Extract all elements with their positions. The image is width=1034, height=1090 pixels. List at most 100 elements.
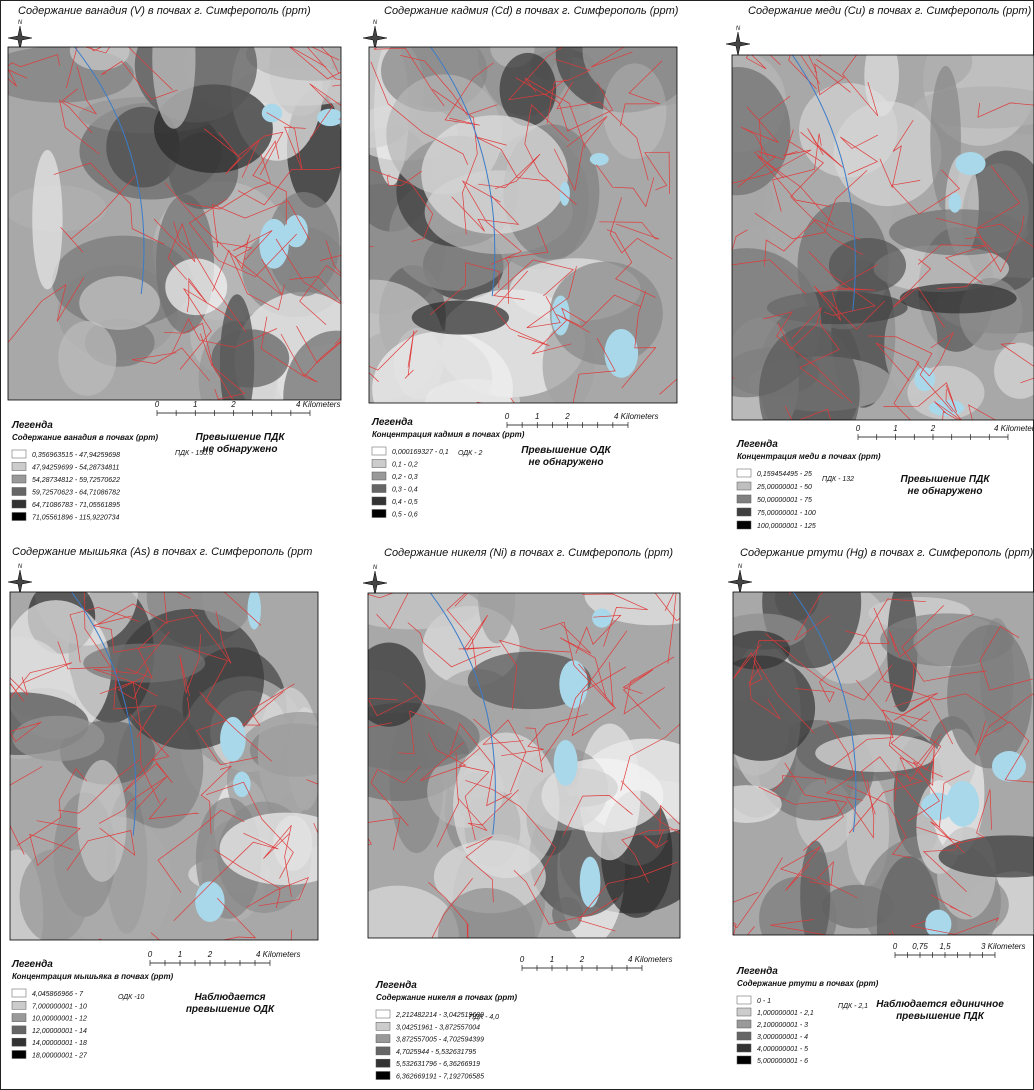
- scale-label: 4 Kilometers: [614, 412, 658, 421]
- legend-label: 54,28734812 - 59,72570622: [32, 477, 120, 484]
- legend-label: 0,4 - 0,5: [392, 499, 418, 506]
- map-body: [0, 0, 399, 465]
- north-label: N: [18, 564, 23, 570]
- legend-label: 5,000000001 - 6: [757, 1058, 808, 1065]
- concentration-zone: [453, 733, 559, 879]
- map-title: Содержание кадмия (Cd) в почвах г. Симфе…: [384, 5, 679, 17]
- legend-label: 75,00000001 - 100: [757, 510, 816, 517]
- map-sheet: Содержание ванадия (V) в почвах г. Симфе…: [0, 0, 1034, 1090]
- scale-label: 1,5: [939, 942, 951, 951]
- legend-swatch: [376, 1072, 390, 1080]
- conclusion-note: Наблюдается: [194, 991, 265, 1003]
- legend-label: 18,00000001 - 27: [32, 1053, 88, 1060]
- legend-swatch: [737, 469, 751, 477]
- scale-label: 4 Kilometers: [256, 950, 300, 959]
- legend-label: 100,0000001 - 125: [757, 523, 816, 530]
- water-body: [259, 219, 289, 269]
- limit-label: ОДК - 2: [458, 450, 482, 457]
- scale-label: 3 Kilometers: [981, 942, 1025, 951]
- conclusion-note: не обнаружено: [529, 456, 604, 468]
- water-body: [992, 751, 1026, 782]
- legend-label: 4,045866966 - 7: [32, 991, 84, 998]
- legend-label: 2,100000001 - 3: [756, 1022, 808, 1029]
- scale-label: 1: [893, 424, 897, 433]
- legend-label: 0,159454495 - 25: [757, 471, 812, 478]
- legend-swatch: [12, 1026, 26, 1034]
- legend-label: 1,000000001 - 2,1: [757, 1010, 814, 1017]
- limit-label: ПДК - 2,1: [838, 1003, 868, 1010]
- conclusion-note: превышение ОДК: [186, 1004, 275, 1015]
- legend-label: 6,362669191 - 7,192706585: [396, 1074, 484, 1081]
- legend-swatch: [376, 1022, 390, 1030]
- conclusion-note: не обнаружено: [908, 485, 983, 497]
- concentration-zone: [58, 321, 116, 396]
- legend-swatch: [12, 463, 26, 471]
- legend-label: 0,3 - 0,4: [392, 487, 418, 494]
- scale-label: 2: [230, 400, 236, 409]
- concentration-zone: [833, 101, 941, 206]
- scale-label: 0: [505, 412, 510, 421]
- map-title: Содержание мышьяка (As) в почвах г. Симф…: [12, 546, 312, 558]
- legend-swatch: [372, 485, 386, 493]
- legend-swatch: [376, 1047, 390, 1055]
- scale-label: 1: [178, 950, 182, 959]
- legend-label: 14,00000001 - 18: [32, 1040, 87, 1047]
- map-title: Содержание ртути (Hg) в почвах г. Симфер…: [740, 547, 1034, 559]
- water-body: [925, 910, 951, 939]
- water-body: [220, 717, 246, 761]
- legend-heading: Содержание ртути в почвах (ppm): [737, 979, 879, 988]
- water-body: [590, 153, 609, 165]
- legend-label: 0,2 - 0,3: [392, 474, 418, 481]
- legend-heading: Концентрация меди в почвах (ppm): [737, 452, 881, 461]
- scale-label: 0: [893, 942, 898, 951]
- conclusion-note: Наблюдается единичное: [876, 998, 1004, 1010]
- legend-title: Легенда: [736, 966, 778, 977]
- legend-label: 4,7025944 - 5,532631795: [396, 1049, 476, 1056]
- legend-swatch: [737, 482, 751, 490]
- legend-label: 3,000000001 - 4: [757, 1034, 808, 1041]
- legend-label: 0,1 - 0,2: [392, 462, 418, 469]
- legend-swatch: [737, 1044, 751, 1052]
- conclusion-note: Превышение ПДК: [196, 432, 286, 443]
- legend-title: Легенда: [11, 959, 53, 970]
- legend-label: 0,356963515 - 47,94259698: [32, 452, 120, 459]
- legend-swatch: [12, 488, 26, 496]
- legend-label: 50,00000001 - 75: [757, 497, 812, 504]
- map-title: Содержание меди (Cu) в почвах г. Симферо…: [748, 5, 1032, 17]
- water-body: [284, 215, 308, 247]
- legend-heading: Концентрация мышьяка в почвах (ppm): [12, 972, 174, 981]
- water-body: [552, 296, 570, 336]
- concentration-zone: [829, 238, 906, 293]
- legend-swatch: [737, 1008, 751, 1016]
- water-body: [559, 660, 588, 708]
- legend-swatch: [372, 472, 386, 480]
- concentration-zone: [421, 115, 568, 234]
- legend-swatch: [12, 1051, 26, 1059]
- scale-label: 4 Kilometers: [296, 400, 340, 409]
- concentration-zone: [889, 209, 1028, 255]
- water-body: [554, 740, 578, 786]
- legend-swatch: [12, 1014, 26, 1022]
- legend-label: 64,71086783 - 71,05561895: [32, 502, 120, 509]
- legend-swatch: [737, 495, 751, 503]
- map-title: Содержание никеля (Ni) в почвах г. Симфе…: [384, 547, 673, 559]
- north-label: N: [373, 20, 378, 26]
- scale-label: 4 Kilometers: [994, 424, 1034, 433]
- north-label: N: [738, 564, 743, 570]
- concentration-zone: [947, 625, 1032, 768]
- north-label: N: [736, 26, 741, 32]
- legend-label: 59,72570623 - 64,71086782: [32, 490, 120, 497]
- legend-title: Легенда: [736, 439, 778, 450]
- concentration-zone: [552, 897, 582, 931]
- scale-label: 0: [148, 950, 153, 959]
- legend-label: 5,532631796 - 6,36266919: [396, 1061, 480, 1068]
- concentration-zone: [500, 53, 557, 126]
- concentration-zone: [211, 329, 289, 387]
- legend-label: 47,94259699 - 54,28734811: [32, 465, 120, 472]
- legend-swatch: [12, 500, 26, 508]
- water-body: [233, 772, 250, 798]
- legend-swatch: [12, 475, 26, 483]
- legend-heading: Содержание никеля в почвах (ppm): [376, 993, 517, 1002]
- conclusion-note: превышение ПДК: [896, 1011, 985, 1022]
- legend-swatch: [737, 521, 751, 529]
